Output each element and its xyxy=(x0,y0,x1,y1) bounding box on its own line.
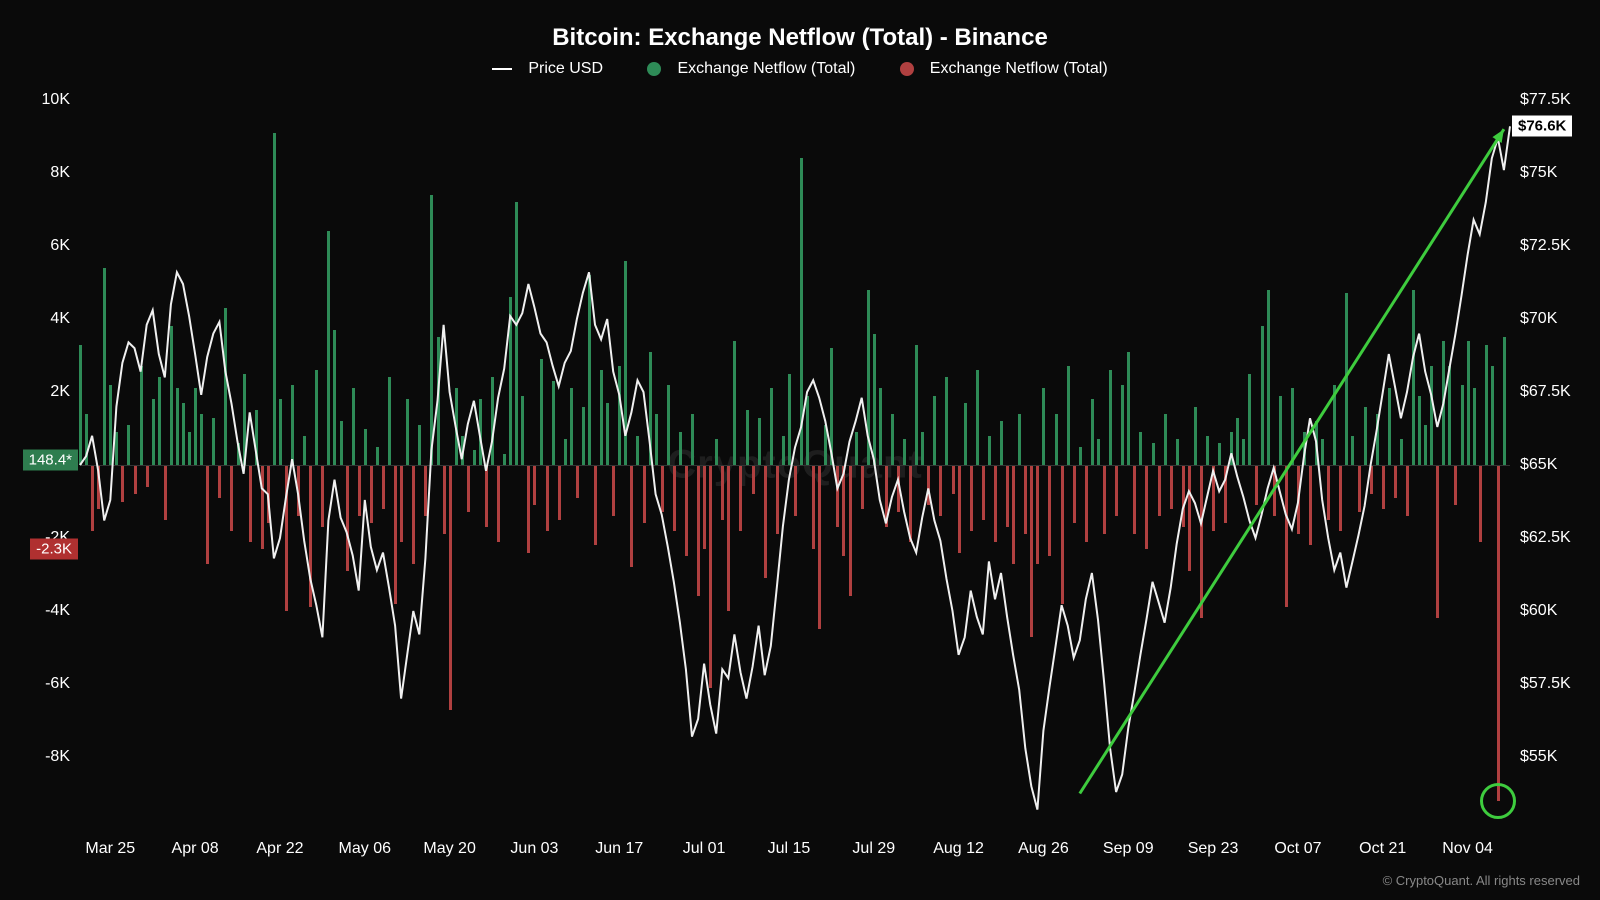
legend: Price USD Exchange Netflow (Total) Excha… xyxy=(0,60,1600,78)
y-left-tick: 6K xyxy=(50,237,80,255)
y-left-tick: 8K xyxy=(50,164,80,182)
y-left-tick: -8K xyxy=(45,748,80,766)
price-line xyxy=(80,126,1510,809)
x-tick: Jun 17 xyxy=(595,830,643,858)
y-left-tick: 10K xyxy=(42,91,80,109)
netflow-neg-badge: -2.3K xyxy=(30,538,78,559)
y-right-tick: $55K xyxy=(1510,748,1557,766)
y-right-tick: $62.5K xyxy=(1510,529,1571,547)
x-tick: Jul 29 xyxy=(852,830,895,858)
y-right-tick: $70K xyxy=(1510,310,1557,328)
chart-title: Bitcoin: Exchange Netflow (Total) - Bina… xyxy=(0,0,1600,52)
legend-netflow-neg: Exchange Netflow (Total) xyxy=(890,60,1118,77)
y-right-tick: $57.5K xyxy=(1510,675,1571,693)
y-left-tick: -6K xyxy=(45,675,80,693)
x-tick: Sep 23 xyxy=(1188,830,1239,858)
y-right-tick: $77.5K xyxy=(1510,91,1571,109)
x-tick: Sep 09 xyxy=(1103,830,1154,858)
chart-area: CryptoQuant 10K8K6K4K2K-2K-4K-6K-8K $77.… xyxy=(80,100,1510,830)
y-right-tick: $67.5K xyxy=(1510,383,1571,401)
y-left-tick: -4K xyxy=(45,602,80,620)
x-tick: Aug 12 xyxy=(933,830,984,858)
x-tick: Aug 26 xyxy=(1018,830,1069,858)
y-right-tick: $72.5K xyxy=(1510,237,1571,255)
x-tick: Apr 08 xyxy=(172,830,219,858)
y-right-tick: $65K xyxy=(1510,456,1557,474)
y-left-tick: 2K xyxy=(50,383,80,401)
x-tick: May 06 xyxy=(339,830,391,858)
copyright: © CryptoQuant. All rights reserved xyxy=(1383,873,1580,888)
price-current-badge: $76.6K xyxy=(1512,116,1572,137)
y-right-tick: $60K xyxy=(1510,602,1557,620)
x-tick: Jun 03 xyxy=(510,830,558,858)
x-tick: May 20 xyxy=(423,830,475,858)
x-tick: Mar 25 xyxy=(85,830,135,858)
legend-netflow-pos: Exchange Netflow (Total) xyxy=(637,60,865,77)
x-tick: Apr 22 xyxy=(256,830,303,858)
legend-price: Price USD xyxy=(482,60,613,77)
y-right-tick: $75K xyxy=(1510,164,1557,182)
y-left-tick: 4K xyxy=(50,310,80,328)
x-tick: Jul 01 xyxy=(683,830,726,858)
x-tick: Oct 21 xyxy=(1359,830,1406,858)
chart-overlay xyxy=(80,100,1510,830)
x-tick: Nov 04 xyxy=(1442,830,1493,858)
x-tick: Oct 07 xyxy=(1274,830,1321,858)
netflow-current-badge: 148.4* xyxy=(23,449,78,470)
annotation-arrow xyxy=(1080,129,1504,793)
x-tick: Jul 15 xyxy=(768,830,811,858)
